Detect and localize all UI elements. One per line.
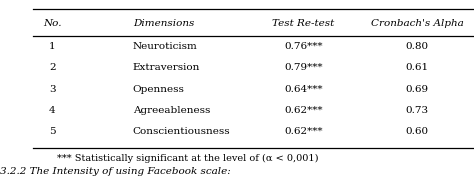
- Text: 4: 4: [49, 106, 55, 115]
- Text: Agreeableness: Agreeableness: [133, 106, 210, 115]
- Text: 3: 3: [49, 85, 55, 93]
- Text: Openness: Openness: [133, 85, 184, 93]
- Text: No.: No.: [43, 19, 62, 28]
- Text: 0.62***: 0.62***: [284, 106, 323, 115]
- Text: 0.64***: 0.64***: [284, 85, 323, 93]
- Text: 1: 1: [49, 42, 55, 51]
- Text: Dimensions: Dimensions: [133, 19, 194, 28]
- Text: Cronbach's Alpha: Cronbach's Alpha: [371, 19, 464, 28]
- Text: 0.69: 0.69: [406, 85, 428, 93]
- Text: 2: 2: [49, 63, 55, 72]
- Text: 0.62***: 0.62***: [284, 127, 323, 136]
- Text: *** Statistically significant at the level of (α < 0,001): *** Statistically significant at the lev…: [57, 154, 319, 163]
- Text: 0.79***: 0.79***: [284, 63, 323, 72]
- Text: 0.73: 0.73: [406, 106, 428, 115]
- Text: 0.60: 0.60: [406, 127, 428, 136]
- Text: 3.2.2 The Intensity of using Facebook scale:: 3.2.2 The Intensity of using Facebook sc…: [0, 167, 231, 176]
- Text: Neuroticism: Neuroticism: [133, 42, 198, 51]
- Text: 5: 5: [49, 127, 55, 136]
- Text: 0.80: 0.80: [406, 42, 428, 51]
- Text: 0.76***: 0.76***: [284, 42, 323, 51]
- Text: Test Re-test: Test Re-test: [272, 19, 335, 28]
- Text: 0.61: 0.61: [406, 63, 428, 72]
- Text: Extraversion: Extraversion: [133, 63, 200, 72]
- Text: Conscientiousness: Conscientiousness: [133, 127, 230, 136]
